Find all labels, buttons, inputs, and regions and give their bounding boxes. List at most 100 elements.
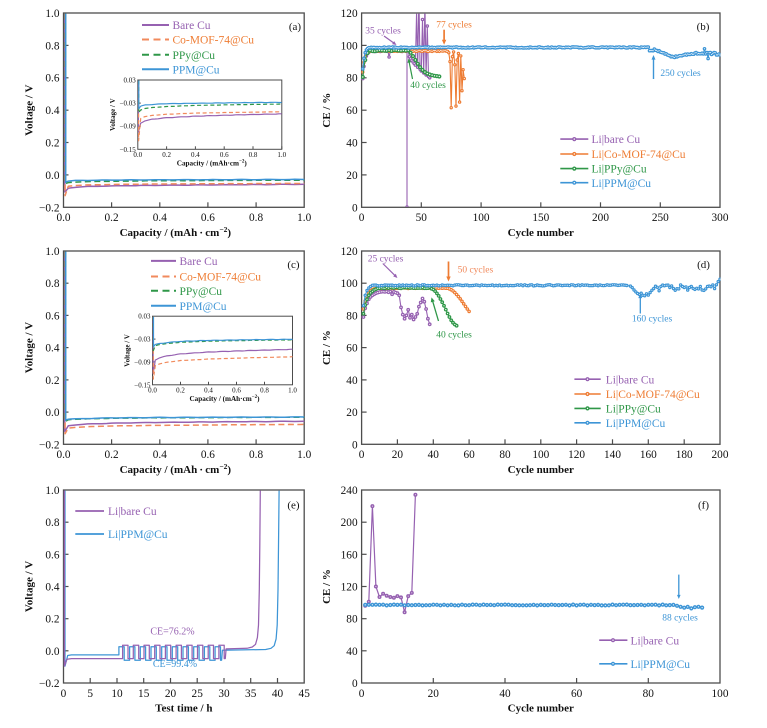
svg-text:Cycle number: Cycle number [508, 703, 574, 715]
svg-text:Li|PPM@Cu: Li|PPM@Cu [606, 418, 666, 430]
svg-text:0: 0 [61, 688, 67, 700]
svg-text:88 cycles: 88 cycles [662, 614, 698, 624]
svg-text:Voltage / V: Voltage / V [124, 334, 132, 367]
svg-text:0.4: 0.4 [45, 343, 59, 355]
svg-text:Capacity / (mAh·cm−2): Capacity / (mAh·cm−2) [177, 160, 248, 168]
svg-text:−0.09: −0.09 [134, 358, 151, 366]
svg-text:60: 60 [346, 343, 358, 355]
svg-text:100: 100 [473, 212, 490, 224]
svg-text:150: 150 [532, 212, 549, 224]
svg-text:120: 120 [568, 449, 585, 461]
svg-text:0.6: 0.6 [45, 310, 59, 322]
svg-text:120: 120 [341, 246, 358, 258]
svg-text:0.4: 0.4 [191, 151, 200, 159]
svg-text:0.4: 0.4 [153, 212, 167, 224]
svg-text:240: 240 [341, 485, 358, 497]
svg-text:0.8: 0.8 [249, 212, 263, 224]
svg-text:0.2: 0.2 [45, 614, 59, 626]
svg-text:Voltage / V: Voltage / V [24, 561, 36, 612]
svg-text:(f): (f) [698, 500, 709, 512]
svg-text:CE=76.2%: CE=76.2% [150, 627, 194, 638]
svg-text:0: 0 [352, 202, 358, 214]
svg-text:0.8: 0.8 [249, 151, 258, 159]
svg-text:0.8: 0.8 [260, 387, 269, 395]
svg-text:45: 45 [299, 688, 311, 700]
svg-text:Li|PPy@Cu: Li|PPy@Cu [592, 164, 647, 176]
svg-text:0.8: 0.8 [45, 40, 59, 52]
svg-text:0.0: 0.0 [56, 449, 70, 461]
svg-text:10: 10 [111, 688, 123, 700]
svg-text:Li|bare Cu: Li|bare Cu [606, 374, 655, 386]
svg-text:Test time / h: Test time / h [155, 703, 212, 715]
svg-text:20: 20 [428, 688, 440, 700]
svg-text:100: 100 [712, 688, 729, 700]
svg-text:−0.2: −0.2 [39, 439, 60, 451]
svg-text:0: 0 [359, 212, 365, 224]
svg-text:Capacity / (mAh · cm−2): Capacity / (mAh · cm−2) [120, 225, 232, 239]
svg-text:0.2: 0.2 [45, 138, 59, 150]
svg-text:0.4: 0.4 [45, 105, 59, 117]
svg-text:180: 180 [676, 449, 693, 461]
svg-text:Li|bare Cu: Li|bare Cu [592, 134, 641, 146]
svg-text:80: 80 [499, 449, 511, 461]
svg-text:0.0: 0.0 [133, 151, 142, 159]
svg-text:1.0: 1.0 [45, 485, 59, 497]
svg-text:0: 0 [359, 688, 365, 700]
svg-text:160 cycles: 160 cycles [632, 315, 673, 325]
svg-text:PPy@Cu: PPy@Cu [180, 286, 223, 298]
svg-text:PPy@Cu: PPy@Cu [173, 50, 216, 62]
svg-text:0.6: 0.6 [220, 151, 229, 159]
svg-text:250: 250 [652, 212, 669, 224]
svg-text:250 cycles: 250 cycles [660, 69, 701, 79]
svg-text:Li|bare Cu: Li|bare Cu [108, 506, 157, 518]
svg-text:Li|bare Cu: Li|bare Cu [631, 635, 680, 647]
svg-text:25: 25 [192, 688, 204, 700]
svg-text:Li|PPM@Cu: Li|PPM@Cu [631, 659, 691, 671]
svg-text:0.0: 0.0 [45, 170, 59, 182]
svg-text:160: 160 [640, 449, 657, 461]
svg-text:−0.03: −0.03 [134, 336, 151, 344]
svg-text:Li|PPM@Cu: Li|PPM@Cu [108, 529, 168, 541]
svg-text:100: 100 [341, 278, 358, 290]
svg-text:−0.15: −0.15 [134, 381, 151, 389]
svg-text:0.6: 0.6 [45, 549, 59, 561]
svg-text:0.4: 0.4 [45, 582, 59, 594]
svg-text:−0.15: −0.15 [120, 146, 137, 154]
svg-text:20: 20 [346, 170, 358, 182]
svg-text:0.6: 0.6 [201, 212, 215, 224]
svg-text:25 cycles: 25 cycles [368, 255, 404, 265]
svg-text:80: 80 [643, 688, 655, 700]
svg-text:−0.03: −0.03 [120, 100, 137, 108]
svg-text:0.2: 0.2 [105, 212, 119, 224]
svg-text:CE / %: CE / % [321, 93, 333, 128]
svg-text:Co-MOF-74@Cu: Co-MOF-74@Cu [180, 272, 262, 284]
svg-text:0.2: 0.2 [105, 449, 119, 461]
svg-text:Li|PPM@Cu: Li|PPM@Cu [592, 178, 652, 190]
svg-text:50: 50 [416, 212, 428, 224]
svg-text:20: 20 [392, 449, 404, 461]
svg-text:20: 20 [165, 688, 177, 700]
svg-text:60: 60 [463, 449, 475, 461]
svg-text:1.0: 1.0 [277, 151, 286, 159]
svg-text:(e): (e) [287, 500, 300, 512]
svg-text:140: 140 [604, 449, 621, 461]
svg-text:80: 80 [346, 73, 358, 85]
svg-text:200: 200 [592, 212, 609, 224]
svg-text:30: 30 [218, 688, 230, 700]
svg-text:Capacity / (mAh · cm−2): Capacity / (mAh · cm−2) [120, 462, 232, 476]
svg-text:0.8: 0.8 [45, 278, 59, 290]
svg-text:Voltage / V: Voltage / V [24, 322, 36, 373]
svg-text:1.0: 1.0 [45, 246, 59, 258]
svg-text:Li|Co-MOF-74@Cu: Li|Co-MOF-74@Cu [606, 389, 700, 401]
svg-text:0.6: 0.6 [201, 449, 215, 461]
svg-text:50 cycles: 50 cycles [458, 266, 494, 276]
svg-text:0.2: 0.2 [176, 387, 185, 395]
svg-text:0: 0 [352, 678, 358, 690]
svg-text:40 cycles: 40 cycles [410, 81, 446, 91]
svg-text:Voltage / V: Voltage / V [24, 84, 36, 135]
svg-text:PPM@Cu: PPM@Cu [173, 64, 220, 76]
svg-text:Voltage / V: Voltage / V [109, 98, 117, 131]
svg-text:120: 120 [341, 582, 358, 594]
svg-text:0.6: 0.6 [232, 387, 241, 395]
svg-text:1.0: 1.0 [288, 387, 297, 395]
